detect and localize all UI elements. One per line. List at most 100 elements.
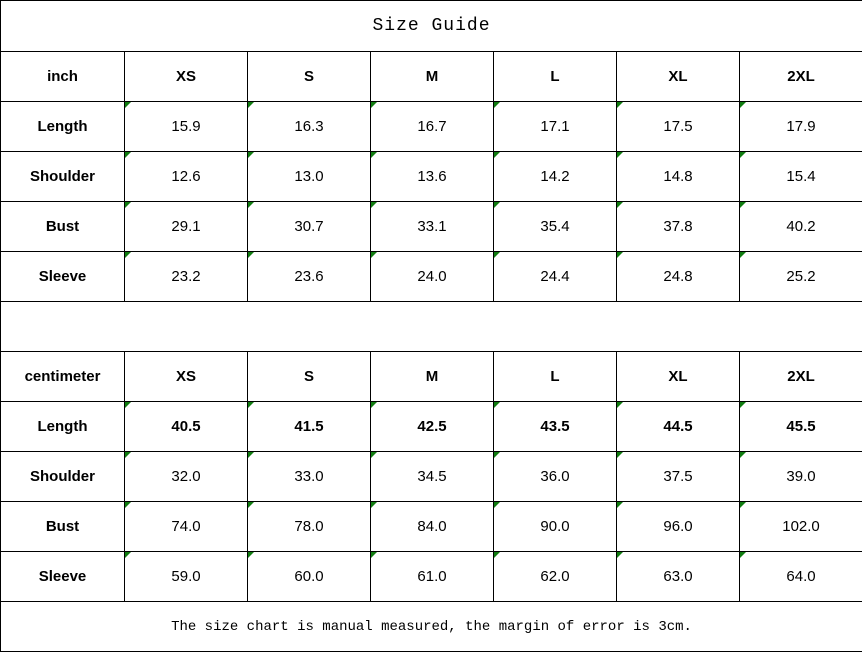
cell-value: 16.7 <box>417 118 446 135</box>
size-header-xs-cm: XS <box>125 352 248 402</box>
cell-value: 96.0 <box>663 518 692 535</box>
corner-flag-icon <box>494 252 500 258</box>
cell-inch-bust-2xl: 40.2 <box>740 202 862 252</box>
cell-value: 33.0 <box>294 468 323 485</box>
cell-value: 24.4 <box>540 268 569 285</box>
cell-inch-shoulder-l: 14.2 <box>494 152 617 202</box>
cell-cm-bust-2xl: 102.0 <box>740 502 862 552</box>
cell-cm-sleeve-m: 61.0 <box>371 552 494 602</box>
corner-flag-icon <box>740 452 746 458</box>
cm-shoulder-row: Shoulder 32.0 33.0 34.5 36.0 37.5 39.0 <box>1 452 862 502</box>
cell-value: 78.0 <box>294 518 323 535</box>
cell-cm-shoulder-s: 33.0 <box>248 452 371 502</box>
cell-value: 13.6 <box>417 168 446 185</box>
corner-flag-icon <box>617 102 623 108</box>
row-label-shoulder-inch: Shoulder <box>1 152 125 202</box>
cell-cm-bust-m: 84.0 <box>371 502 494 552</box>
cell-value: 59.0 <box>171 568 200 585</box>
row-label-length-cm: Length <box>1 402 125 452</box>
cell-cm-length-2xl: 45.5 <box>740 402 862 452</box>
cell-value: 24.0 <box>417 268 446 285</box>
cell-inch-length-m: 16.7 <box>371 102 494 152</box>
row-label-sleeve-inch: Sleeve <box>1 252 125 302</box>
cell-value: 37.8 <box>663 218 692 235</box>
corner-flag-icon <box>125 402 131 408</box>
cell-value: 63.0 <box>663 568 692 585</box>
corner-flag-icon <box>494 552 500 558</box>
spacer-cell <box>1 302 862 352</box>
cell-inch-length-xl: 17.5 <box>617 102 740 152</box>
cell-value: 17.5 <box>663 118 692 135</box>
cell-value: 41.5 <box>294 418 323 435</box>
corner-flag-icon <box>248 102 254 108</box>
corner-flag-icon <box>740 252 746 258</box>
cell-inch-length-xs: 15.9 <box>125 102 248 152</box>
cell-value: 44.5 <box>663 418 692 435</box>
cell-inch-sleeve-xs: 23.2 <box>125 252 248 302</box>
corner-flag-icon <box>494 102 500 108</box>
cell-value: 60.0 <box>294 568 323 585</box>
size-header-2xl-inch: 2XL <box>740 52 862 102</box>
corner-flag-icon <box>248 152 254 158</box>
cell-inch-length-2xl: 17.9 <box>740 102 862 152</box>
cell-cm-length-xl: 44.5 <box>617 402 740 452</box>
row-label-length-inch: Length <box>1 102 125 152</box>
cell-cm-shoulder-xs: 32.0 <box>125 452 248 502</box>
cell-value: 84.0 <box>417 518 446 535</box>
cell-value: 43.5 <box>540 418 569 435</box>
corner-flag-icon <box>371 152 377 158</box>
corner-flag-icon <box>494 402 500 408</box>
corner-flag-icon <box>617 152 623 158</box>
row-label-sleeve-cm: Sleeve <box>1 552 125 602</box>
corner-flag-icon <box>617 552 623 558</box>
title-row: Size Guide <box>1 1 862 52</box>
inch-length-row: Length 15.9 16.3 16.7 17.1 17.5 17.9 <box>1 102 862 152</box>
cell-cm-shoulder-m: 34.5 <box>371 452 494 502</box>
cell-cm-sleeve-xs: 59.0 <box>125 552 248 602</box>
cell-inch-shoulder-m: 13.6 <box>371 152 494 202</box>
cm-bust-row: Bust 74.0 78.0 84.0 90.0 96.0 102.0 <box>1 502 862 552</box>
cell-cm-bust-s: 78.0 <box>248 502 371 552</box>
cell-cm-bust-xs: 74.0 <box>125 502 248 552</box>
footer-note: The size chart is manual measured, the m… <box>1 602 862 652</box>
cell-value: 23.6 <box>294 268 323 285</box>
corner-flag-icon <box>494 152 500 158</box>
corner-flag-icon <box>125 202 131 208</box>
cell-value: 24.8 <box>663 268 692 285</box>
cell-cm-sleeve-2xl: 64.0 <box>740 552 862 602</box>
corner-flag-icon <box>248 402 254 408</box>
cell-value: 15.9 <box>171 118 200 135</box>
cell-value: 37.5 <box>663 468 692 485</box>
page-title: Size Guide <box>1 1 862 52</box>
cell-inch-sleeve-m: 24.0 <box>371 252 494 302</box>
cell-inch-bust-xl: 37.8 <box>617 202 740 252</box>
corner-flag-icon <box>617 502 623 508</box>
cell-cm-bust-xl: 96.0 <box>617 502 740 552</box>
cell-value: 102.0 <box>782 518 820 535</box>
cell-cm-shoulder-l: 36.0 <box>494 452 617 502</box>
cell-value: 25.2 <box>786 268 815 285</box>
corner-flag-icon <box>371 402 377 408</box>
cell-cm-bust-l: 90.0 <box>494 502 617 552</box>
footer-row: The size chart is manual measured, the m… <box>1 602 862 652</box>
corner-flag-icon <box>740 202 746 208</box>
inch-sleeve-row: Sleeve 23.2 23.6 24.0 24.4 24.8 25.2 <box>1 252 862 302</box>
cell-inch-bust-m: 33.1 <box>371 202 494 252</box>
cell-inch-bust-l: 35.4 <box>494 202 617 252</box>
inch-shoulder-row: Shoulder 12.6 13.0 13.6 14.2 14.8 15.4 <box>1 152 862 202</box>
cell-value: 17.9 <box>786 118 815 135</box>
size-header-s-inch: S <box>248 52 371 102</box>
cell-inch-shoulder-xs: 12.6 <box>125 152 248 202</box>
cell-value: 13.0 <box>294 168 323 185</box>
cell-value: 39.0 <box>786 468 815 485</box>
cell-inch-length-l: 17.1 <box>494 102 617 152</box>
corner-flag-icon <box>617 202 623 208</box>
size-header-xl-inch: XL <box>617 52 740 102</box>
cell-value: 64.0 <box>786 568 815 585</box>
cell-inch-sleeve-s: 23.6 <box>248 252 371 302</box>
cell-value: 30.7 <box>294 218 323 235</box>
cell-cm-sleeve-l: 62.0 <box>494 552 617 602</box>
cell-value: 62.0 <box>540 568 569 585</box>
cell-value: 40.5 <box>171 418 200 435</box>
